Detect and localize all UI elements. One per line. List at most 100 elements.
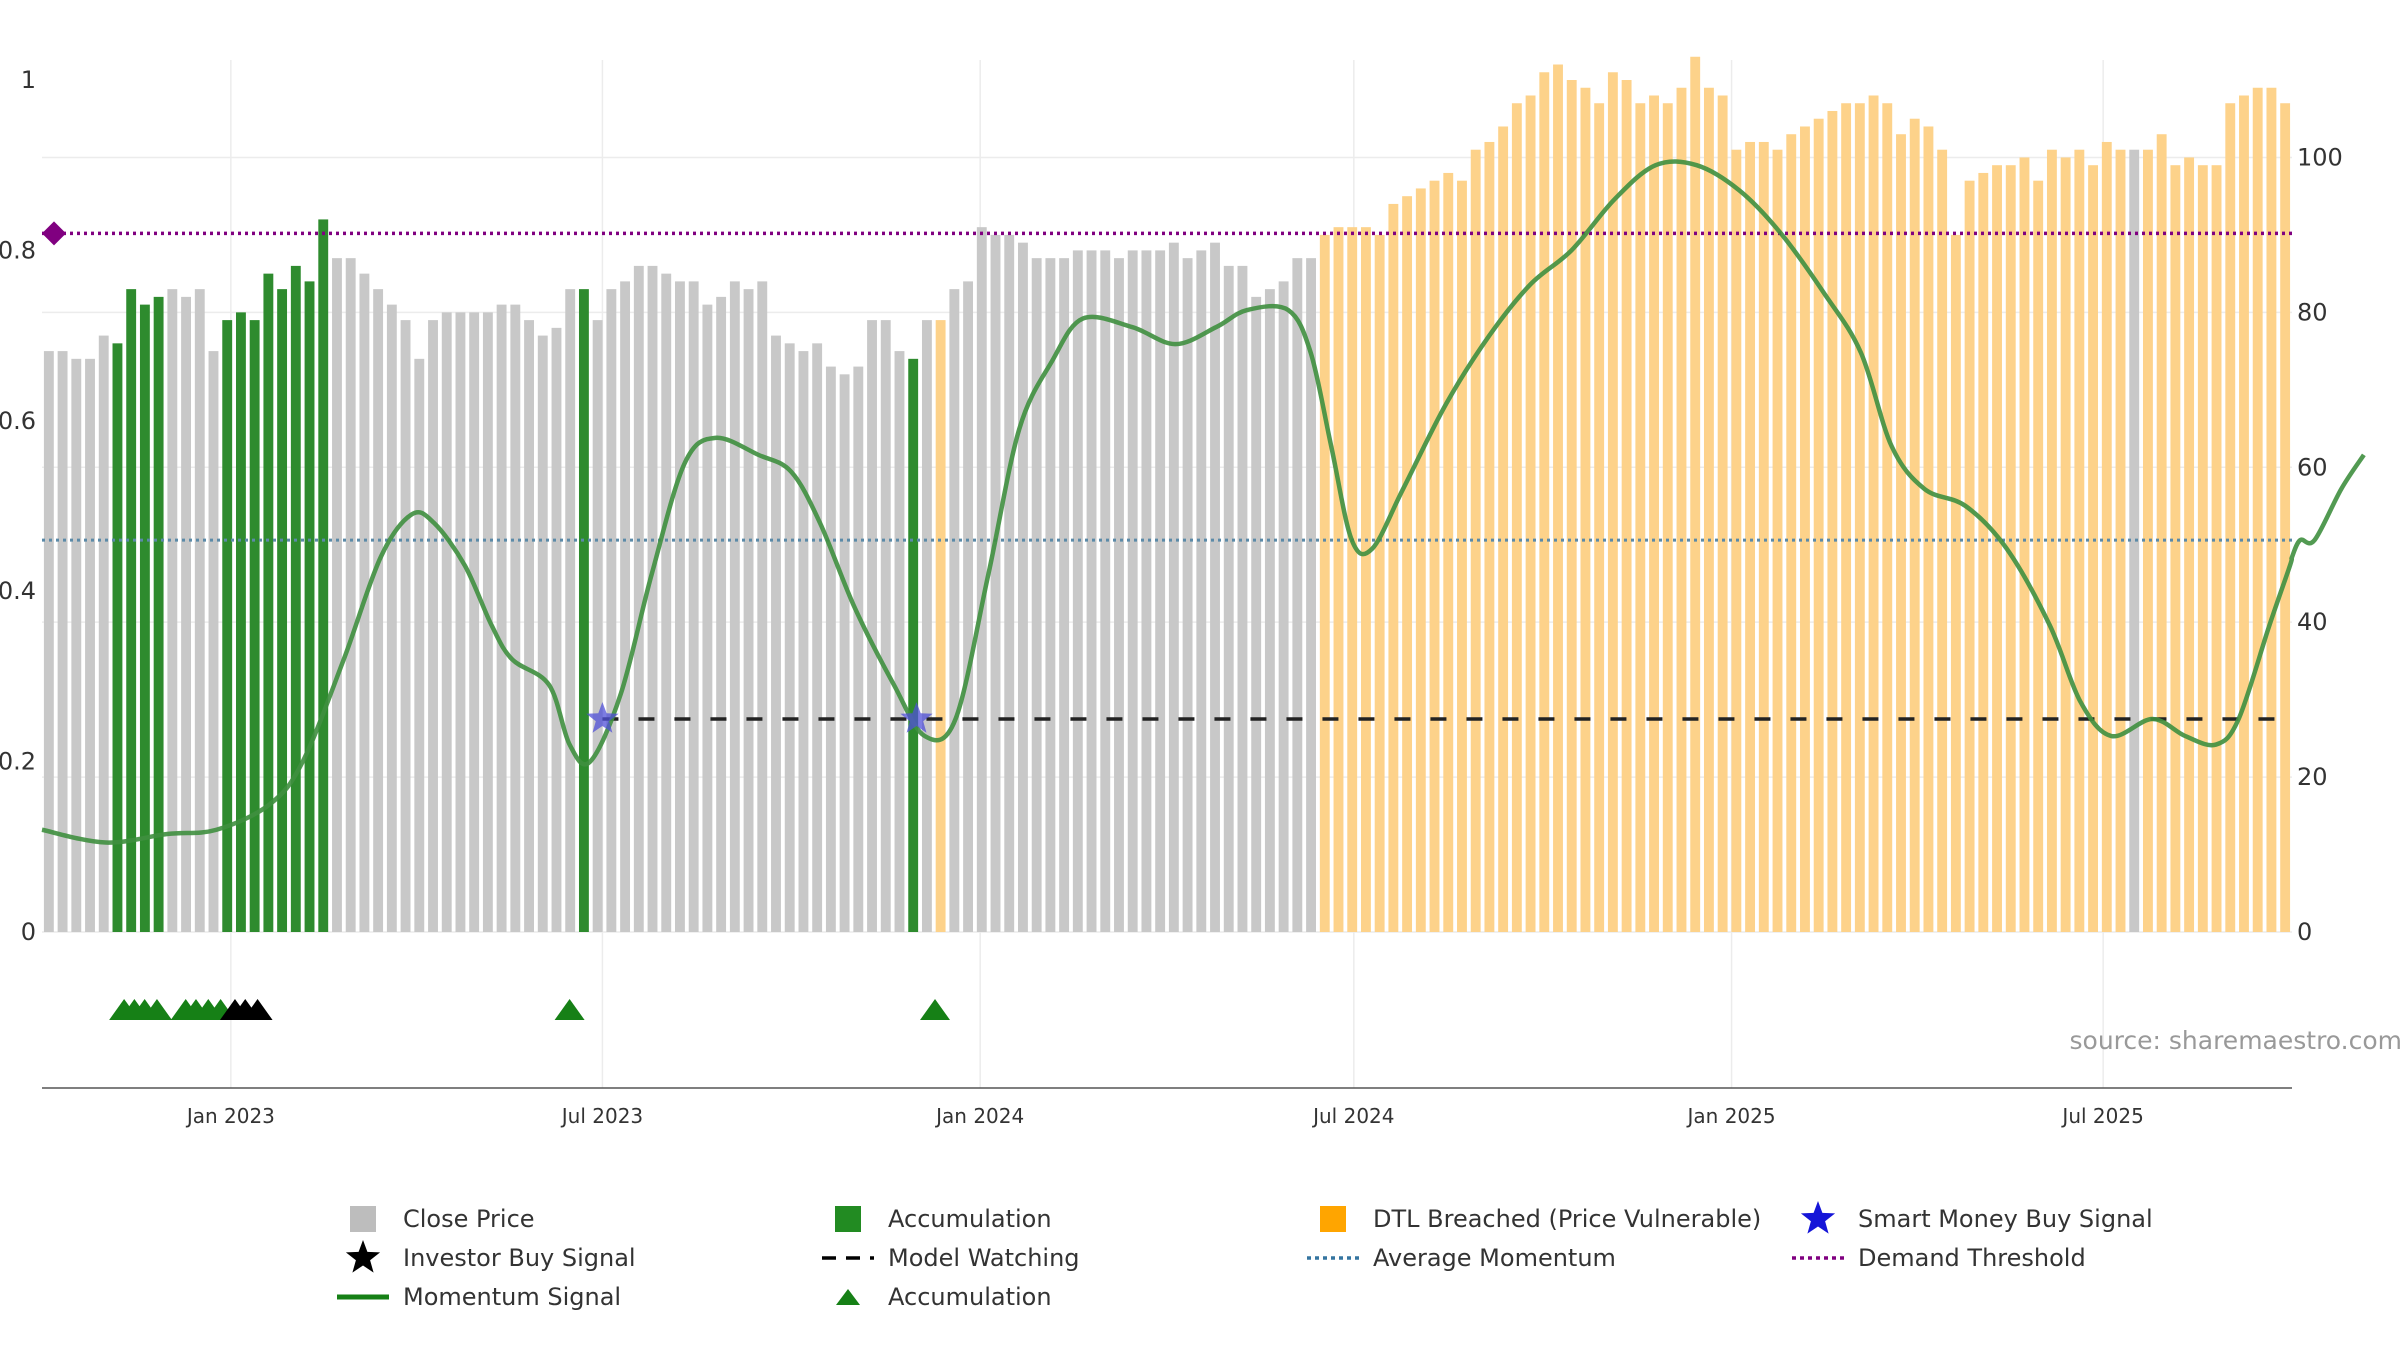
close-price-bar: [606, 289, 617, 932]
close-price-bar: [894, 351, 905, 932]
close-price-bar: [1072, 250, 1083, 932]
dtl-bar: [1868, 95, 1879, 932]
dtl-bar: [1950, 234, 1961, 933]
left-axis-tick-label: 0.8: [0, 236, 36, 264]
close-price-bar: [510, 304, 521, 933]
close-price-bar: [167, 289, 178, 932]
momentum-signal-line: [41, 159, 2366, 845]
dtl-bar: [1635, 103, 1646, 932]
close-price-bar: [949, 289, 960, 932]
accumulation-bar: [263, 273, 274, 932]
dtl-bar: [2033, 180, 2044, 932]
dtl-bar: [2197, 165, 2208, 932]
indicator-lines: [41, 159, 2366, 845]
signal-markers: [109, 702, 951, 1020]
close-price-bar: [455, 312, 466, 932]
dtl-bar: [2143, 149, 2153, 932]
dtl-bar: [1443, 172, 1454, 933]
dtl-bar: [1923, 126, 1934, 933]
x-axis-tick-label: Jan 2023: [185, 1104, 275, 1128]
smart-money-buy-signal: [900, 702, 933, 733]
close-price-bar: [345, 258, 356, 932]
dtl-bar: [1964, 180, 1975, 932]
close-price-bar: [867, 320, 877, 932]
dtl-bar: [1429, 180, 1440, 932]
dtl-bar: [1566, 80, 1577, 932]
close-price-bar: [1210, 242, 1220, 932]
dtl-bar: [2239, 95, 2249, 932]
close-price-bar: [990, 234, 1001, 933]
close-price-bar: [565, 289, 576, 932]
right-axis-tick-label: 40: [2297, 608, 2328, 636]
close-price-bar: [757, 281, 768, 932]
dtl-bar: [1594, 103, 1605, 932]
right-axis-tick-label: 0: [2297, 918, 2312, 946]
dtl-bar: [2211, 165, 2222, 932]
dtl-bar: [1909, 118, 1920, 932]
close-price-bar: [963, 281, 974, 932]
dtl-bar: [2170, 165, 2181, 932]
dtl-bar: [2005, 165, 2016, 932]
accumulation-bar: [112, 343, 123, 932]
dtl-bar: [1525, 95, 1536, 932]
close-price-bar: [414, 358, 425, 932]
close-price-bar: [688, 281, 699, 932]
close-price-bar: [428, 320, 438, 932]
right-axis-tick-label: 80: [2297, 298, 2328, 326]
accumulation-bar: [249, 320, 260, 932]
accumulation-bar: [235, 312, 246, 932]
accumulation-bar: [139, 304, 150, 933]
dtl-bar: [1388, 203, 1399, 933]
dtl-bar: [1621, 80, 1632, 932]
close-price-bar: [551, 327, 562, 932]
close-price-bar: [1100, 250, 1111, 932]
dtl-bar: [1347, 227, 1358, 932]
close-price-bar: [1155, 250, 1166, 932]
dtl-bar: [2019, 157, 2030, 933]
close-price-bar: [496, 304, 507, 933]
close-price-bar: [1141, 250, 1152, 932]
dtl-bar: [2184, 157, 2195, 933]
accumulation-bar: [318, 219, 329, 932]
close-price-bar: [400, 320, 411, 932]
close-price-bar: [1278, 281, 1289, 932]
dtl-bar: [1539, 72, 1550, 933]
dtl-bar: [1498, 126, 1509, 933]
close-price-bar: [71, 358, 82, 932]
close-price-bar: [57, 351, 68, 932]
dtl-bar: [1607, 72, 1618, 933]
close-price-bar: [537, 335, 548, 933]
close-price-bar: [181, 296, 191, 932]
close-price-bar: [1018, 242, 1028, 932]
accumulation-bar: [222, 320, 233, 932]
right-axis-tick-label: 100: [2297, 143, 2343, 171]
dtl-bar: [1745, 141, 1756, 933]
right-axis-tick-label: 20: [2297, 763, 2328, 791]
dtl-bar: [1992, 165, 2002, 932]
accumulation-bar: [126, 289, 137, 932]
close-price-bar: [1031, 258, 1042, 932]
right-axis-tick-label: 60: [2297, 453, 2328, 481]
close-price-bar: [853, 366, 864, 933]
dtl-bar: [935, 320, 946, 932]
close-price-bar: [1251, 296, 1262, 932]
dtl-bar: [1360, 227, 1371, 932]
accumulation-bar: [153, 296, 164, 932]
accumulation-bar: [578, 289, 589, 932]
dtl-bar: [1457, 180, 1467, 932]
dtl-bar: [2156, 134, 2167, 932]
dtl-bar: [2060, 157, 2071, 933]
x-axis-tick-label: Jul 2024: [1311, 1104, 1394, 1128]
close-price-bar: [592, 320, 603, 932]
accumulation-bar: [304, 281, 315, 932]
dtl-bar: [2280, 103, 2291, 932]
investor-buy-signal: [242, 999, 273, 1020]
demand-threshold-marker: [42, 221, 66, 246]
accumulation-triangle: [554, 999, 585, 1020]
left-axis-tick-label: 0: [21, 918, 36, 946]
left-axis-tick-label: 0.2: [0, 748, 36, 776]
dtl-bar: [2266, 87, 2277, 932]
close-price-bar: [647, 265, 658, 933]
close-price-bar: [716, 296, 727, 932]
dtl-bar: [1703, 87, 1714, 932]
